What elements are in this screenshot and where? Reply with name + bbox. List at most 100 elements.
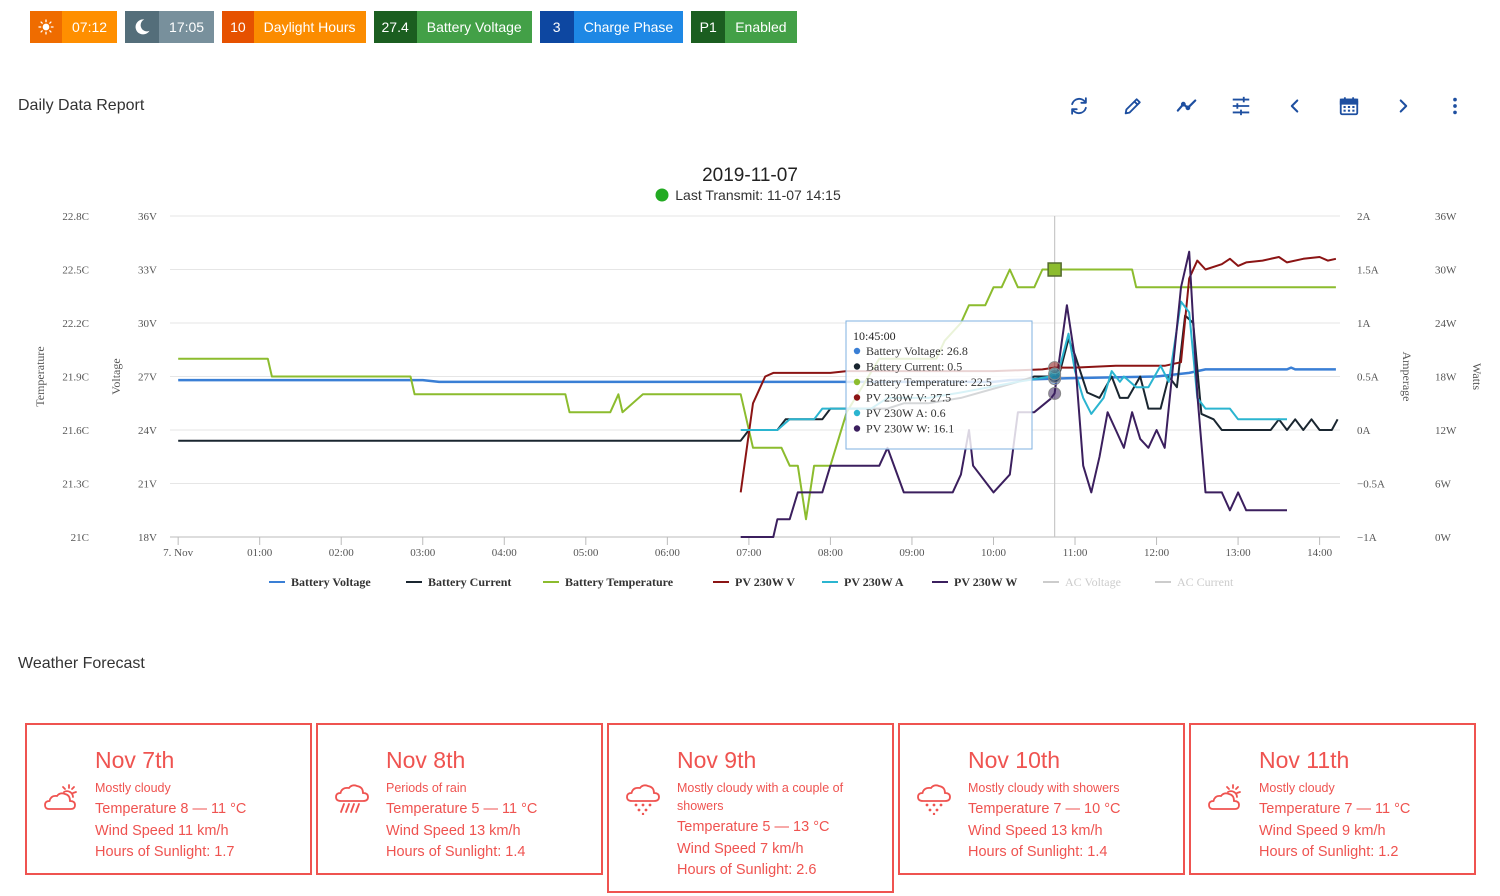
forecast-sunlight: Hours of Sunlight: 1.4 <box>968 844 1108 860</box>
trend-line-icon <box>1176 99 1197 112</box>
hover-point <box>1048 367 1062 381</box>
voltage-tick-label: 21V <box>138 479 157 491</box>
x-tick-label: 03:00 <box>410 547 436 559</box>
forecast-temperature: Temperature 8 — 11 °C <box>95 801 247 817</box>
watts-tick-label: 6W <box>1435 479 1452 491</box>
badge-value: P1 <box>691 11 726 43</box>
forecast-date: Nov 10th <box>968 747 1061 773</box>
voltage-tick-label: 24V <box>138 425 157 437</box>
legend-item-ac-current[interactable]: AC Current <box>1177 575 1234 589</box>
previous-day-button[interactable] <box>1281 92 1309 120</box>
x-tick-label: 06:00 <box>655 547 681 559</box>
forecast-card[interactable]: Nov 10th Mostly cloudy with showers Temp… <box>898 723 1185 875</box>
amperage-tick-label: 0A <box>1357 425 1371 437</box>
forecast-body: Nov 9th Mostly cloudy with a couple of s… <box>677 747 887 882</box>
voltage-axis-label: Voltage <box>109 358 123 394</box>
amperage-tick-label: −1A <box>1357 532 1377 544</box>
forecast-wind: Wind Speed 9 km/h <box>1259 822 1386 839</box>
partly-cloudy-icon <box>1208 784 1241 810</box>
report-title: Daily Data Report <box>18 97 145 114</box>
temperature-tick-label: 22.2C <box>62 318 89 330</box>
chart-legend: Battery Voltage Battery Current Battery Te… <box>269 575 1234 589</box>
forecast-temperature: Temperature 5 — 11 °C <box>386 801 538 817</box>
x-tick-label: 13:00 <box>1226 547 1252 559</box>
legend-item-battery-temperature[interactable]: Battery Temperature <box>565 575 674 589</box>
legend-item-battery-current[interactable]: Battery Current <box>428 575 511 589</box>
x-tick-label: 08:00 <box>818 547 844 559</box>
sunrise-badge[interactable]: 07:12 <box>30 11 118 43</box>
x-tick-label: 7. Nov <box>163 547 193 559</box>
p1-enabled-badge[interactable]: P1 Enabled <box>691 11 797 43</box>
battery-voltage-badge[interactable]: 27.4 Battery Voltage <box>373 11 532 43</box>
badge-icon-box <box>30 11 62 43</box>
voltage-tick-label: 36V <box>138 211 157 223</box>
amperage-axis-label: Amperage <box>1400 352 1414 402</box>
tooltip-row: PV 230W V: 27.5 <box>866 391 951 405</box>
watts-tick-label: 12W <box>1435 425 1457 437</box>
forecast-date: Nov 8th <box>386 747 466 773</box>
tooltip-swatch <box>853 394 861 401</box>
tooltip-swatch <box>853 347 861 355</box>
forecast-body: Nov 11th Mostly cloudy Temperature 7 — 1… <box>1259 747 1469 864</box>
more-vert-icon <box>1453 97 1457 115</box>
refresh-button[interactable] <box>1065 92 1093 120</box>
voltage-tick-label: 27V <box>138 372 157 384</box>
badge-label: Enabled <box>725 11 797 43</box>
hover-point <box>1048 386 1062 400</box>
tooltip-row: Battery Temperature: 22.5 <box>866 375 992 389</box>
x-tick-label: 07:00 <box>736 547 762 559</box>
date-picker-button[interactable] <box>1335 92 1363 120</box>
series-line-battery-current <box>178 314 1339 442</box>
watts-axis-label: Watts <box>1470 363 1484 390</box>
watts-tick-label: 18W <box>1435 372 1457 384</box>
sunset-badge[interactable]: 17:05 <box>125 11 215 43</box>
legend-item-pv-230w-w[interactable]: PV 230W W <box>954 575 1017 589</box>
x-tick-label: 09:00 <box>899 547 925 559</box>
daily-data-chart[interactable]: 2019-11-07 Last Transmit: 11-07 14:15 7.… <box>0 150 1500 605</box>
forecast-body: Nov 7th Mostly cloudy Temperature 8 — 11… <box>95 747 305 864</box>
next-day-button[interactable] <box>1389 92 1417 120</box>
moon-icon <box>135 19 150 35</box>
forecast-wind: Wind Speed 7 km/h <box>677 840 804 857</box>
forecast-title: Weather Forecast <box>18 655 145 672</box>
tooltip-swatch <box>853 425 861 432</box>
charge-phase-badge[interactable]: 3 Charge Phase <box>539 11 684 43</box>
x-tick-label: 01:00 <box>247 547 273 559</box>
refresh-icon <box>1071 97 1087 115</box>
x-tick-label: 10:00 <box>981 547 1007 559</box>
settings-button[interactable] <box>1227 92 1255 120</box>
temperature-tick-label: 21.3C <box>62 479 89 491</box>
chart-axes: 7. Nov 01:00 02:00 03:00 04:00 05:00 06:00 07:0… <box>33 211 1484 559</box>
forecast-temperature: Temperature 5 — 13 °C <box>677 819 830 835</box>
forecast-wind: Wind Speed 13 km/h <box>386 822 521 839</box>
forecast-card[interactable]: Nov 8th Periods of rain Temperature 5 — … <box>316 723 603 875</box>
partly-cloudy-icon <box>44 784 77 810</box>
forecast-card[interactable]: Nov 9th Mostly cloudy with a couple of s… <box>607 723 894 893</box>
legend-item-pv-230w-a[interactable]: PV 230W A <box>844 575 904 589</box>
forecast-date: Nov 7th <box>95 747 175 773</box>
tooltip-time: 10:45:00 <box>853 329 896 343</box>
chart-subtitle: Last Transmit: 11-07 14:15 <box>675 187 841 203</box>
series-line-battery-temperature <box>178 268 1336 521</box>
trend-button[interactable] <box>1173 92 1201 120</box>
temperature-tick-label: 21.6C <box>62 425 89 437</box>
forecast-summary: Mostly cloudy <box>95 781 171 795</box>
legend-item-pv-230w-v[interactable]: PV 230W V <box>735 575 795 589</box>
forecast-card[interactable]: Nov 7th Mostly cloudy Temperature 8 — 11… <box>25 723 312 875</box>
daylight-hours-badge[interactable]: 10 Daylight Hours <box>222 11 366 43</box>
amperage-tick-label: 1A <box>1357 318 1371 330</box>
forecast-summary: Periods of rain <box>386 781 467 795</box>
more-options-button[interactable] <box>1441 92 1469 120</box>
watts-tick-label: 36W <box>1435 211 1457 223</box>
forecast-date: Nov 9th <box>677 747 757 773</box>
transmit-status-dot <box>655 188 669 202</box>
sliders-icon <box>1232 96 1250 116</box>
edit-button[interactable] <box>1119 92 1147 120</box>
legend-item-ac-voltage[interactable]: AC Voltage <box>1065 575 1121 589</box>
forecast-card[interactable]: Nov 11th Mostly cloudy Temperature 7 — 1… <box>1189 723 1476 875</box>
legend-item-battery-voltage[interactable]: Battery Voltage <box>291 575 371 589</box>
showers-icon <box>917 784 951 815</box>
x-tick-label: 04:00 <box>492 547 518 559</box>
amperage-tick-label: 2A <box>1357 211 1371 223</box>
